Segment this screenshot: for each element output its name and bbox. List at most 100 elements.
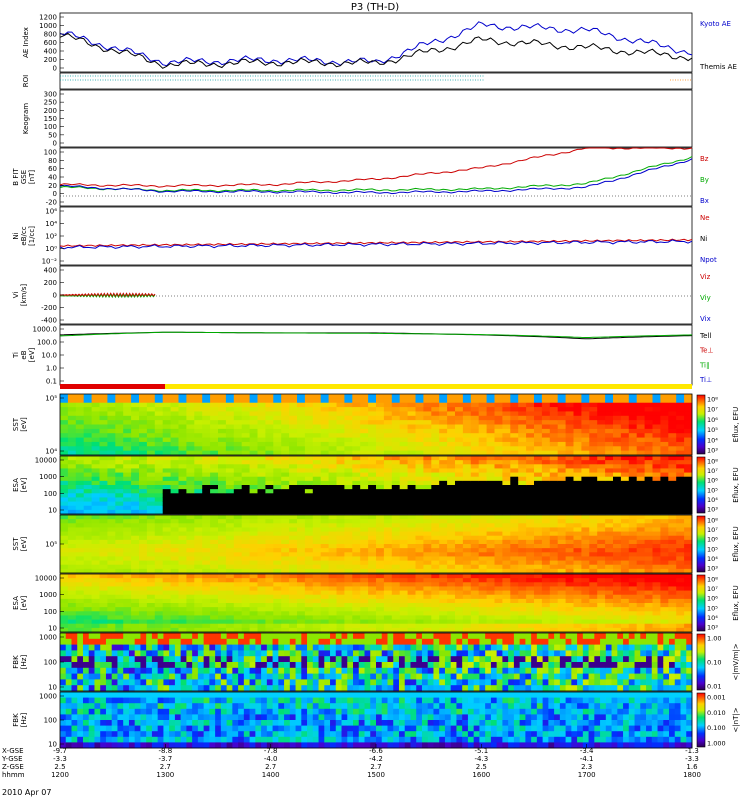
spectrogram-cell [605, 582, 614, 587]
spectrogram-cell [376, 402, 385, 408]
spectrogram-cell [447, 582, 456, 587]
spectrogram-cell [486, 464, 495, 469]
spectrogram-cell [644, 619, 653, 625]
spectrogram-cell [304, 450, 314, 456]
spectrogram-cell [218, 552, 227, 557]
spectrogram-cell [107, 485, 116, 490]
spectrogram-cell [423, 501, 432, 507]
spectrogram-cell [494, 535, 503, 541]
spectrogram-cell [146, 420, 156, 425]
spectrogram-cell [94, 685, 101, 692]
spectrogram-cell [534, 464, 543, 469]
spectrogram-cell [344, 472, 353, 478]
spectrogram-cell [249, 433, 258, 438]
spectrogram-cell [565, 460, 574, 465]
spectrogram-cell [170, 523, 179, 528]
spectrogram-cell [352, 519, 361, 524]
spectrogram-cell [111, 650, 118, 657]
spectrogram-cell [117, 662, 124, 669]
spectrogram-cell [360, 402, 369, 408]
spectrogram-cell [312, 578, 322, 583]
spectrogram-cell [431, 464, 440, 469]
spectrogram-cell [494, 564, 503, 570]
spectrogram-cell [289, 505, 298, 511]
spectrogram-cell [557, 446, 566, 452]
spectrogram-cell [75, 472, 85, 478]
spectrogram-cell [186, 433, 195, 438]
spectrogram-cell [105, 673, 113, 680]
spectrogram-cell [139, 472, 148, 478]
spectrogram-cell [510, 590, 519, 596]
spectrogram-cell [589, 574, 598, 579]
spectrogram-cell [272, 679, 279, 686]
spectrogram-cell [502, 531, 511, 537]
spectrogram-cell [75, 460, 85, 465]
spectrogram-cell [336, 594, 345, 600]
spectrogram-cell [581, 468, 590, 473]
spectrogram-cell [162, 415, 171, 421]
spectrogram-cell [344, 485, 353, 490]
spectrogram-cell [249, 523, 258, 528]
spectrogram-cell [423, 460, 432, 465]
spectrogram-cell [676, 460, 685, 465]
spectrogram-cell [131, 607, 140, 612]
spectrogram-cell [243, 633, 250, 640]
spectrogram-cell [265, 515, 274, 520]
spectrogram-cell [502, 603, 511, 608]
spectrogram-cell [628, 548, 638, 553]
spectrogram-cell [431, 505, 440, 511]
spectrogram-cell [534, 519, 543, 524]
spectrogram-cell [376, 460, 385, 465]
spectrogram-cell [320, 468, 329, 473]
spectrogram-cell [620, 446, 630, 452]
spectrogram-cell [628, 433, 638, 438]
spectrogram-cell [289, 582, 298, 587]
spectrogram-cell [644, 476, 653, 482]
spectrogram-cell [273, 428, 282, 434]
spectrogram-cell [336, 611, 345, 616]
spectrogram-cell [565, 611, 574, 616]
spectrogram-cell [170, 564, 179, 570]
spectrogram-cell [215, 673, 222, 680]
spectrogram-cell [502, 607, 511, 612]
spectrogram-cell [107, 398, 116, 404]
spectrogram-cell [241, 497, 250, 502]
spectrogram-cell [620, 428, 630, 434]
spectrogram-cell [589, 446, 598, 452]
spectrogram-cell [67, 582, 77, 587]
spectrogram-cell [676, 623, 685, 629]
spectrogram-cell [241, 420, 250, 425]
spectrogram-cell [241, 627, 250, 633]
spectrogram-cell [462, 501, 472, 507]
spectrogram-cell [281, 411, 290, 417]
spectrogram-cell [265, 493, 274, 498]
spectrogram-cell [194, 527, 203, 532]
spectrogram-cell [289, 509, 298, 515]
spectrogram-cell [194, 627, 203, 633]
spectrogram-cell [328, 437, 337, 443]
spectrogram-cell [526, 407, 535, 412]
spectrogram-cell [123, 437, 132, 443]
spectrogram-cell [60, 627, 69, 633]
spectrogram-cell [494, 420, 503, 425]
spectrogram-cell [186, 638, 193, 645]
spectrogram-cell [100, 662, 107, 669]
spectrogram-cell [581, 464, 590, 469]
spectrogram-cell [486, 489, 495, 494]
spectrogram-cell [518, 411, 527, 417]
spectrogram-cell [202, 564, 211, 570]
spectrogram-cell [399, 505, 408, 511]
spectrogram-cell [324, 679, 331, 686]
spectrogram-cell [330, 673, 337, 680]
spectrogram-cell [534, 515, 543, 520]
spectrogram-cell [115, 428, 124, 434]
spectrogram-cell [123, 679, 130, 686]
spectrogram-cell [281, 598, 290, 604]
spectrogram-cell [131, 411, 140, 417]
spectrogram-cell [218, 509, 227, 515]
spectrogram-cell [383, 582, 393, 587]
spectrogram-cell [307, 685, 314, 692]
spectrogram-cell [684, 619, 693, 625]
spectrogram-cell [328, 594, 337, 600]
spectrogram-cell [289, 607, 298, 612]
